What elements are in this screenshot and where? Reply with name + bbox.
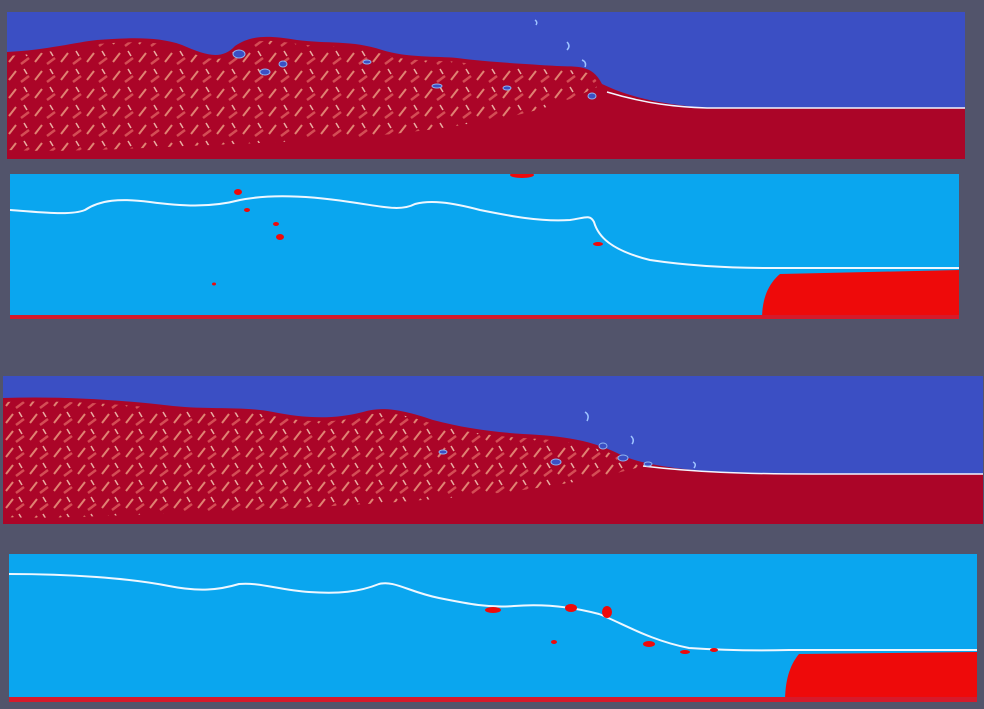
dense-water-wedge [785, 652, 977, 702]
interface-line [9, 573, 977, 652]
dense-water-wedge [762, 270, 959, 319]
bottom-water-layer [9, 697, 977, 702]
snapshot-2-phase-svg [9, 554, 977, 702]
water-blobs [212, 174, 603, 286]
snapshot-1-vorticity-panel [7, 12, 965, 159]
spray-droplets [584, 411, 697, 469]
snapshot-2-phase-panel [9, 554, 977, 702]
snapshot-2-vorticity-panel [3, 376, 983, 524]
free-surface-line [606, 91, 965, 109]
bottom-water-layer [10, 315, 959, 319]
entrained-bubbles [438, 442, 653, 467]
snapshot-1-phase-svg [10, 174, 959, 319]
snapshot-1-vorticity-svg [7, 12, 965, 159]
turbulent-region [7, 40, 599, 151]
water-blobs [485, 604, 718, 654]
snapshot-1-phase-panel [10, 174, 959, 319]
interface-line [10, 195, 959, 269]
entrained-bubbles [232, 49, 597, 100]
free-surface-line [642, 465, 983, 475]
snapshot-2-vorticity-svg [3, 376, 983, 524]
spray-droplets [534, 19, 587, 68]
turbulent-region [3, 401, 643, 518]
